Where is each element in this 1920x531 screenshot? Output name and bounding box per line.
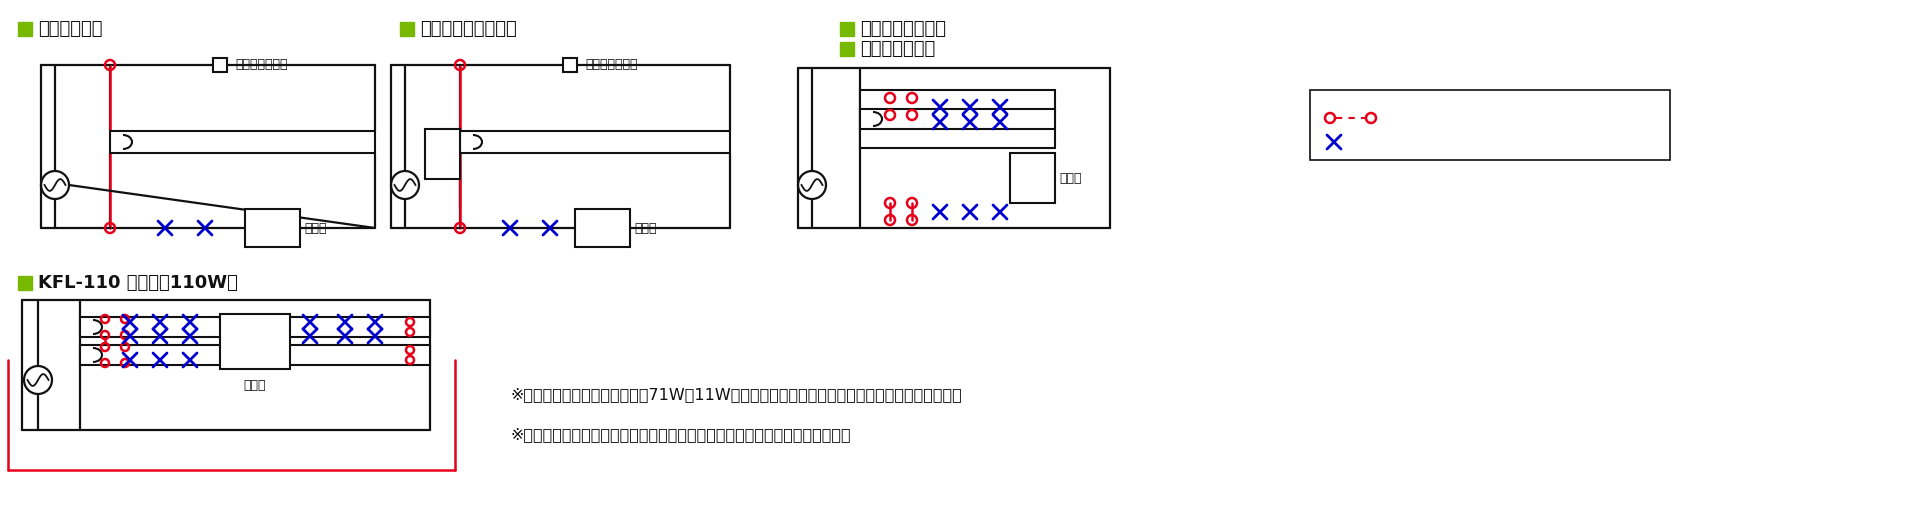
Text: … 配線接続工事: … 配線接続工事 xyxy=(1380,111,1448,125)
Bar xyxy=(399,22,415,36)
Bar xyxy=(17,22,33,36)
Text: ※安定器は、メーカーにより約71W～11W（メーカーにより異なる）の消費電力を使用します。: ※安定器は、メーカーにより約71W～11W（メーカーにより異なる）の消費電力を使… xyxy=(511,388,962,402)
Bar xyxy=(221,314,290,369)
Bar xyxy=(1010,153,1054,203)
Bar xyxy=(213,58,227,72)
Bar xyxy=(841,22,854,36)
Bar xyxy=(109,131,374,153)
Text: 安定器: 安定器 xyxy=(634,221,657,235)
Bar xyxy=(574,209,630,247)
Text: 安定器: 安定器 xyxy=(1060,172,1081,184)
Text: ※安定器の断線バイパス工事後は、従来型の蛍光管の使用はおやめください。: ※安定器の断線バイパス工事後は、従来型の蛍光管の使用はおやめください。 xyxy=(511,427,851,442)
Bar xyxy=(563,58,578,72)
Text: KFL-110 タイプ（110W）: KFL-110 タイプ（110W） xyxy=(38,274,238,292)
Text: グロー管は除去: グロー管は除去 xyxy=(586,57,637,71)
Bar xyxy=(1309,90,1670,160)
Bar xyxy=(860,109,1054,129)
Text: 安定器: 安定器 xyxy=(244,379,267,392)
Bar xyxy=(860,90,1054,148)
Text: インバータタイプ: インバータタイプ xyxy=(860,20,947,38)
Text: グロータイプ昇圧型: グロータイプ昇圧型 xyxy=(420,20,516,38)
Bar xyxy=(17,276,33,290)
Bar xyxy=(841,42,854,56)
Bar xyxy=(246,209,300,247)
Text: 安定器: 安定器 xyxy=(303,221,326,235)
Text: … 断線工事: … 断線工事 xyxy=(1346,135,1398,149)
Bar xyxy=(461,131,730,153)
Text: グロー管は除去: グロー管は除去 xyxy=(234,57,288,71)
Text: ラビットタイプ: ラビットタイプ xyxy=(860,40,935,58)
Bar xyxy=(81,345,430,365)
Text: グロータイプ: グロータイプ xyxy=(38,20,102,38)
Bar xyxy=(81,317,430,337)
Bar xyxy=(424,129,461,179)
